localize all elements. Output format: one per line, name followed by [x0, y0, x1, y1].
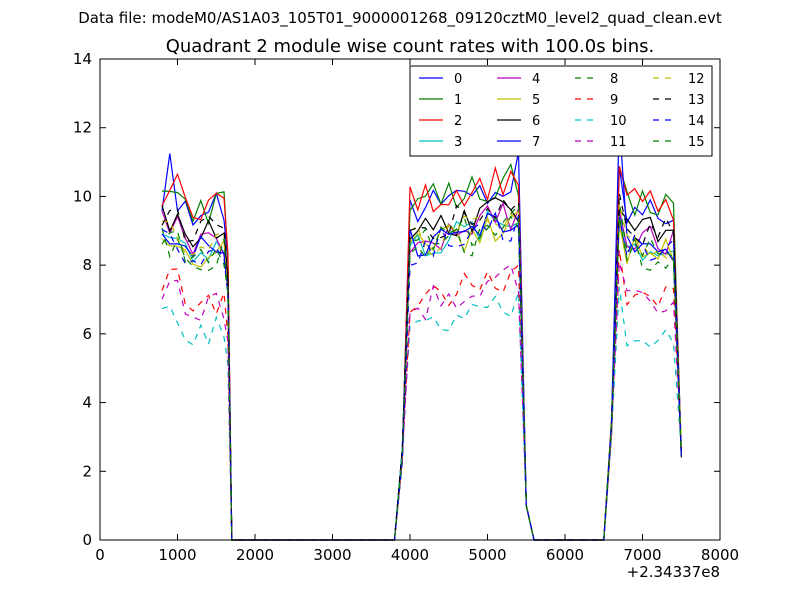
- legend-label-8: 8: [610, 72, 618, 87]
- series-line-0: [161, 151, 682, 541]
- series-line-6: [161, 197, 682, 541]
- y-tick-label: 14: [73, 50, 92, 68]
- legend-label-1: 1: [454, 93, 462, 108]
- legend-label-5: 5: [532, 93, 540, 108]
- legend-label-0: 0: [454, 72, 462, 87]
- legend-label-4: 4: [532, 72, 540, 87]
- legend-label-13: 13: [688, 93, 705, 108]
- legend-label-10: 10: [610, 114, 627, 129]
- series-line-5: [161, 210, 682, 541]
- y-tick-label: 4: [82, 394, 92, 412]
- series-line-14: [161, 211, 682, 541]
- legend-label-6: 6: [532, 114, 540, 129]
- x-tick-label: 7000: [623, 546, 661, 564]
- legend-label-15: 15: [688, 135, 705, 150]
- legend-label-9: 9: [610, 93, 618, 108]
- x-tick-label: 8000: [701, 546, 739, 564]
- legend-label-11: 11: [610, 135, 627, 150]
- y-tick-label: 6: [82, 325, 92, 343]
- series-line-4: [161, 201, 682, 541]
- x-tick-label: 4000: [391, 546, 429, 564]
- axes-layer: 0 1000 2000 3000 4000 5000 6000 7000 80000246810…: [73, 50, 739, 581]
- x-tick-label: 0: [95, 546, 105, 564]
- x-tick-label: 5000: [468, 546, 506, 564]
- y-tick-label: 10: [73, 187, 92, 205]
- x-tick-label: 6000: [546, 546, 584, 564]
- legend-label-14: 14: [688, 114, 705, 129]
- series-layer: [161, 120, 682, 541]
- x-tick-label: 2000: [236, 546, 274, 564]
- series-line-12: [161, 203, 682, 541]
- series-line-2: [161, 165, 682, 541]
- series-line-7: [161, 120, 682, 541]
- legend-label-12: 12: [688, 72, 705, 87]
- x-tick-label: 1000: [158, 546, 196, 564]
- series-line-3: [161, 210, 682, 541]
- series-line-1: [161, 162, 682, 541]
- legend-label-7: 7: [532, 135, 540, 150]
- legend-label-3: 3: [454, 135, 462, 150]
- y-tick-label: 12: [73, 119, 92, 137]
- x-tick-label: 3000: [313, 546, 351, 564]
- y-tick-label: 2: [82, 462, 92, 480]
- data-file-title: Data file: modeM0/AS1A03_105T01_90000012…: [78, 9, 722, 27]
- x-offset-label: +2.34337e8: [627, 563, 720, 581]
- legend-box: [409, 65, 713, 157]
- series-line-9: [161, 249, 682, 541]
- chart-title: Quadrant 2 module wise count rates with …: [165, 36, 655, 57]
- legend-label-2: 2: [454, 114, 462, 129]
- series-line-8: [161, 201, 682, 541]
- y-tick-label: 0: [82, 531, 92, 549]
- series-line-11: [161, 262, 682, 541]
- series-line-10: [161, 286, 682, 541]
- y-tick-label: 8: [82, 256, 92, 274]
